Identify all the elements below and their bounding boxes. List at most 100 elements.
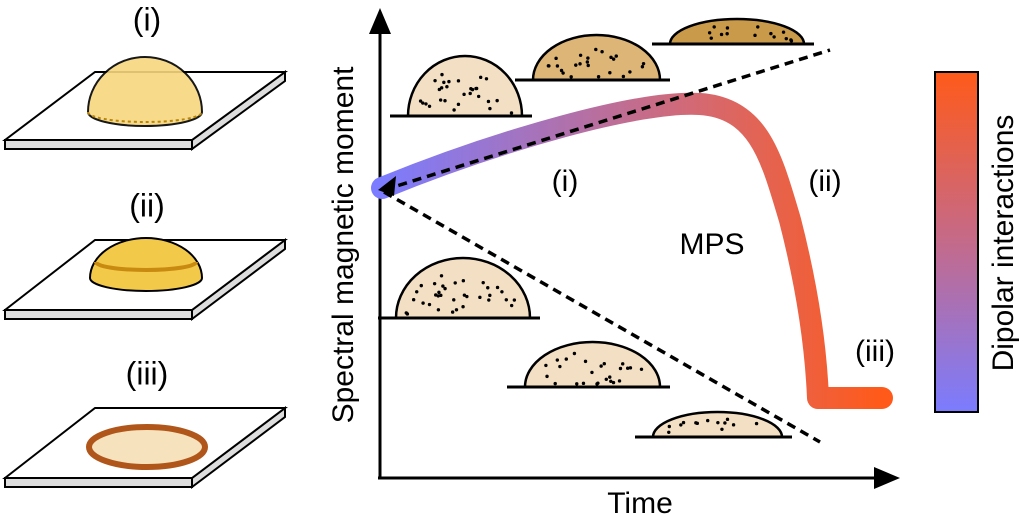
particle [574, 63, 578, 67]
particle [438, 98, 443, 102]
particle [404, 311, 408, 315]
particle [694, 421, 698, 425]
particle [731, 423, 736, 427]
particle [445, 84, 449, 89]
particle [421, 101, 425, 105]
particle [421, 301, 425, 305]
particle [424, 102, 428, 106]
particle [595, 382, 599, 386]
particle [432, 281, 437, 286]
x-axis-label: Time [607, 487, 673, 520]
particle [586, 63, 590, 68]
particle [484, 77, 489, 81]
particle [488, 106, 492, 111]
particle [453, 281, 457, 285]
droplet [668, 17, 806, 46]
particle [452, 108, 456, 112]
particle [468, 91, 472, 96]
particle [437, 290, 441, 295]
particle [621, 362, 625, 366]
colorbar [934, 71, 979, 413]
particle [474, 86, 479, 91]
particle [621, 74, 626, 79]
particle [614, 54, 618, 58]
particle [716, 420, 720, 425]
particle [558, 364, 562, 369]
particle [415, 290, 419, 294]
particle [440, 72, 444, 77]
particle [723, 421, 727, 425]
particle [476, 94, 481, 99]
particle [561, 71, 565, 75]
particle [772, 35, 776, 39]
particle [756, 25, 760, 29]
particle [443, 286, 447, 291]
particle [578, 62, 582, 66]
particle [596, 74, 601, 79]
curve-label: MPS [679, 228, 744, 261]
stage-label: (i) [552, 165, 579, 198]
particle [719, 32, 724, 37]
particle [640, 65, 645, 69]
particle [575, 382, 579, 386]
particle [441, 284, 445, 288]
particle [439, 274, 444, 278]
particle [509, 111, 514, 115]
particle [679, 423, 683, 427]
particle [611, 380, 616, 385]
particle [625, 366, 630, 370]
droplet [406, 54, 524, 118]
particle [461, 279, 466, 283]
particle [559, 68, 564, 73]
particle [681, 420, 686, 425]
particle [495, 98, 499, 103]
droplet [523, 340, 662, 389]
particle [442, 80, 446, 85]
particle [594, 47, 598, 52]
particle [754, 421, 759, 426]
particle [486, 286, 490, 290]
particle [667, 430, 671, 434]
particle [725, 32, 729, 36]
particle [555, 358, 560, 362]
particle [433, 78, 437, 83]
droplets [378, 17, 814, 439]
particle [509, 303, 514, 308]
particle [439, 293, 443, 298]
particle [769, 31, 773, 36]
particle [585, 60, 590, 64]
particle [462, 293, 467, 297]
particle [608, 71, 612, 75]
panel-label: (i) [133, 1, 161, 37]
droplet [531, 33, 662, 82]
particle [411, 298, 416, 302]
particle [590, 370, 594, 375]
particle [470, 87, 475, 92]
colorbar-label: Dipolar interactions [987, 115, 1020, 372]
particle [667, 424, 672, 429]
panel [2, 56, 289, 151]
particle [437, 87, 442, 92]
particle [555, 64, 560, 68]
particle [488, 293, 492, 298]
panel-label: (ii) [129, 187, 165, 223]
particle [639, 367, 644, 372]
particle [500, 290, 504, 294]
axes [369, 8, 900, 489]
particle [706, 418, 710, 423]
particle [753, 33, 757, 38]
particle [478, 295, 482, 300]
particle [602, 362, 606, 366]
particle [707, 31, 712, 35]
particle [611, 57, 616, 61]
particle [447, 79, 451, 84]
droplet [394, 256, 532, 320]
particle [608, 375, 612, 379]
particle [725, 26, 730, 30]
particle [569, 75, 573, 79]
panel [2, 237, 288, 322]
particle [586, 56, 590, 60]
particle [617, 379, 622, 383]
particle [456, 79, 461, 83]
